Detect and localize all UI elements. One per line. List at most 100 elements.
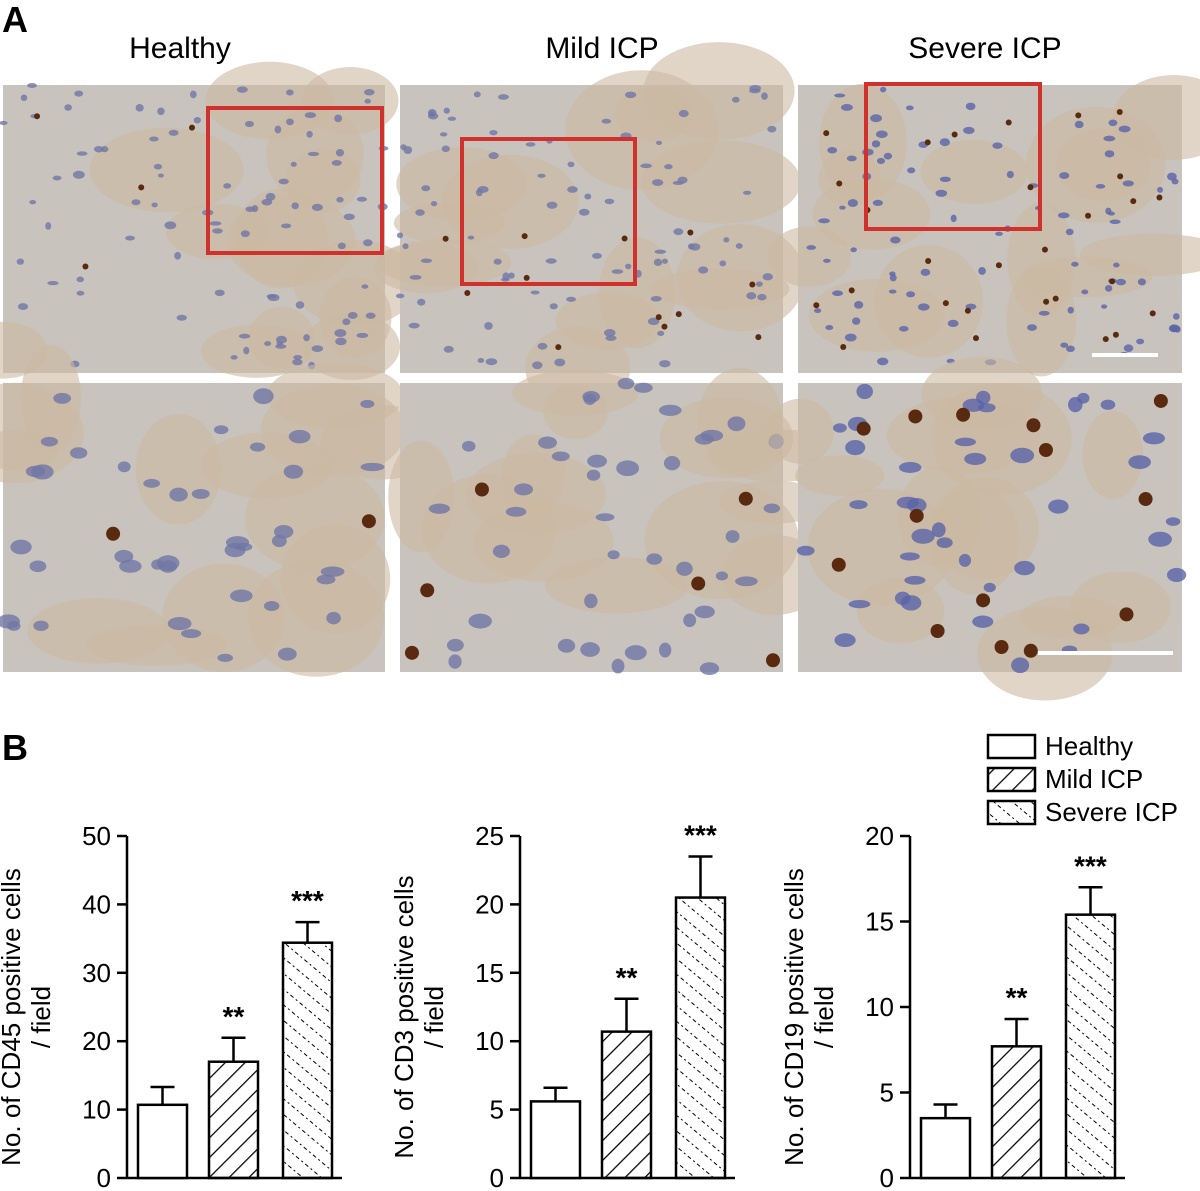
positive-cell (848, 287, 855, 294)
nucleus (408, 322, 420, 329)
nucleus (180, 629, 202, 639)
nucleus (275, 344, 287, 349)
nucleus (931, 522, 946, 538)
positive-cell (836, 180, 843, 187)
nucleus (694, 605, 715, 619)
nucleus (33, 620, 49, 632)
y-tick-label: 5 (490, 1095, 504, 1125)
significance: ** (1006, 982, 1028, 1013)
nucleus (650, 295, 662, 302)
legend-label: Severe ICP (1045, 797, 1178, 827)
nucleus (1100, 399, 1116, 410)
nucleus (947, 319, 959, 328)
nucleus (848, 600, 871, 609)
nucleus (343, 213, 355, 221)
nucleus (889, 274, 897, 282)
nucleus (360, 462, 385, 472)
nucleus (992, 142, 1003, 149)
nucleus (844, 333, 857, 342)
nucleus (505, 506, 527, 517)
nucleus (430, 201, 438, 207)
nucleus (735, 576, 758, 587)
nucleus (295, 301, 305, 309)
nucleus (311, 203, 323, 211)
nucleus (847, 199, 858, 207)
nucleus (311, 345, 324, 353)
nucleus (877, 357, 889, 366)
nucleus (1109, 219, 1121, 225)
nucleus (1014, 560, 1035, 576)
nucleus (1060, 342, 1069, 348)
nucleus (461, 440, 476, 452)
nucleus (825, 325, 834, 331)
bar (919, 1116, 972, 1180)
nucleus (898, 462, 922, 473)
nucleus (749, 88, 761, 94)
nucleus (76, 290, 85, 296)
nucleus (755, 281, 763, 287)
positive-cell (823, 130, 830, 137)
legend-swatch (986, 799, 1037, 826)
nucleus (1074, 120, 1084, 129)
nucleus (954, 437, 976, 447)
positive-cell (1027, 184, 1034, 191)
nucleus (905, 105, 914, 111)
nucleus (361, 284, 369, 289)
positive-cell (1153, 393, 1168, 408)
nucleus (1038, 310, 1050, 316)
nucleus (326, 611, 341, 625)
nucleus (468, 613, 492, 629)
nucleus (872, 199, 883, 207)
nucleus (1011, 657, 1030, 674)
nucleus (342, 318, 351, 326)
nucleus (653, 258, 663, 267)
tissue (285, 148, 361, 213)
nucleus (214, 289, 225, 297)
positive-cell (188, 124, 195, 131)
nucleus (1101, 304, 1108, 309)
nucleus (647, 317, 660, 326)
nucleus (117, 461, 131, 473)
nucleus (762, 273, 773, 281)
positive-cell (749, 281, 756, 288)
nucleus (605, 335, 617, 341)
nucleus (446, 638, 464, 652)
nucleus (699, 662, 720, 675)
positive-cell (831, 557, 846, 572)
nucleus (477, 357, 485, 363)
nucleus (896, 496, 919, 509)
positive-cell (621, 235, 628, 242)
nucleus (899, 325, 909, 332)
nucleus (1142, 432, 1165, 445)
y-axis-label: No. of CD3 positive cells (389, 875, 419, 1158)
nucleus (1027, 324, 1037, 331)
nucleus (27, 82, 37, 88)
nucleus (894, 591, 911, 605)
nucleus (52, 175, 62, 181)
nucleus (1113, 262, 1120, 268)
nucleus (291, 202, 299, 210)
nucleus (834, 633, 856, 648)
nucleus (320, 566, 345, 577)
nucleus (532, 361, 543, 370)
nucleus (238, 333, 251, 339)
tissue (766, 398, 834, 464)
nucleus (814, 308, 822, 314)
nucleus (149, 136, 159, 142)
zoom-box (864, 82, 1042, 231)
nucleus (818, 218, 830, 224)
nucleus (360, 399, 375, 409)
nucleus (640, 163, 652, 169)
nucleus (617, 377, 635, 390)
nucleus (236, 86, 248, 93)
nucleus (856, 383, 873, 400)
positive-cell (951, 131, 958, 138)
tissue (555, 292, 660, 350)
nucleus (676, 561, 693, 576)
nucleus (584, 593, 598, 609)
nucleus (767, 125, 777, 133)
nucleus (732, 96, 740, 103)
nucleus (715, 571, 729, 581)
nucleus (652, 179, 664, 186)
